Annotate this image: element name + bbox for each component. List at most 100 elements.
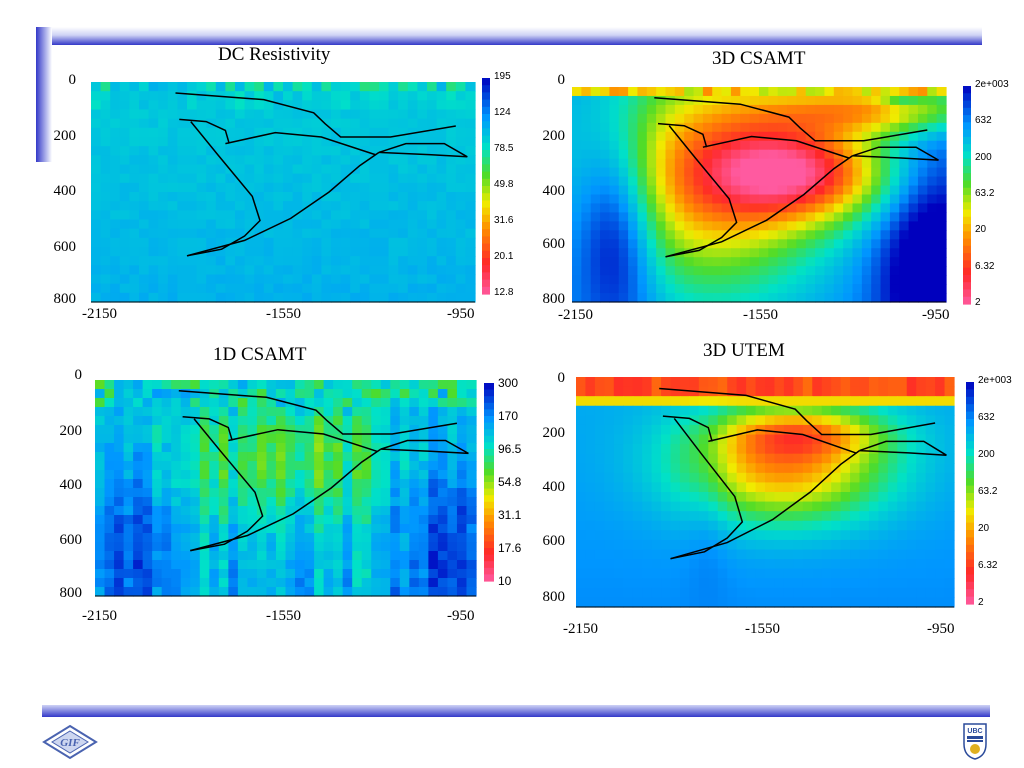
heatmap-cell (712, 140, 723, 151)
heatmap-cell (158, 237, 169, 248)
heatmap-cell (139, 173, 150, 184)
heatmap-cell (661, 472, 672, 484)
geology-boundary-line (708, 429, 856, 454)
heatmap-cell (840, 511, 851, 522)
heatmap-cell (927, 194, 938, 205)
heatmap-cell (878, 415, 889, 426)
heatmap-cell (796, 239, 807, 249)
heatmap-cell (427, 164, 438, 175)
heatmap-cell (418, 380, 429, 390)
heatmap-cell (746, 463, 757, 474)
heatmap-cell (861, 212, 872, 222)
heatmap-cell (679, 453, 690, 464)
heatmap-cell (702, 95, 713, 106)
heatmap-cell (428, 569, 439, 579)
heatmap-cell (840, 568, 851, 579)
heatmap-cell (759, 104, 769, 115)
heatmap-cell (285, 587, 296, 597)
heatmap-cell (927, 221, 938, 231)
heatmap-cell (455, 137, 466, 147)
heatmap-cell (843, 239, 854, 249)
heatmap-cell (110, 173, 121, 184)
heatmap-cell (651, 501, 662, 512)
heatmap-cell (600, 248, 610, 258)
heatmap-cell (244, 292, 255, 303)
heatmap-cell (292, 265, 303, 276)
heatmap-cell (95, 488, 106, 498)
heatmap-cell (139, 265, 150, 276)
heatmap-cell (908, 113, 919, 124)
heatmap-cell (311, 292, 322, 303)
heatmap-cell (390, 506, 401, 516)
heatmap-cell (774, 415, 785, 426)
colorbar-segment (484, 462, 494, 470)
colorbar-tick-label-1d-csamt: 170 (498, 409, 519, 423)
heatmap-cell (427, 237, 438, 248)
heatmap-cell (717, 405, 728, 416)
heatmap-cell (465, 146, 476, 156)
heatmap-cell (215, 219, 226, 230)
heatmap-cell (632, 386, 643, 397)
heatmap-cell (708, 444, 719, 455)
heatmap-cell (689, 424, 700, 436)
heatmap-cell (190, 470, 201, 480)
heatmap-cell (302, 201, 313, 211)
heatmap-cell (119, 201, 130, 211)
heatmap-cell (777, 221, 788, 231)
heatmap-cell (369, 247, 380, 257)
heatmap-cell (755, 501, 766, 512)
heatmap-cell (273, 210, 284, 221)
heatmap-cell (455, 182, 466, 193)
heatmap-cell (447, 461, 458, 471)
heatmap-cell (379, 201, 390, 211)
heatmap-cell (717, 472, 728, 484)
heatmap-cell (340, 274, 351, 285)
heatmap-cell (679, 578, 690, 589)
x-tick-label-3d-utem: -1550 (745, 621, 780, 637)
heatmap-cell (388, 265, 399, 276)
heatmap-cell (783, 472, 794, 484)
heatmap-cell (802, 520, 813, 531)
heatmap-cell (656, 149, 667, 160)
heatmap-cell (730, 266, 741, 276)
heatmap-cell (158, 201, 169, 211)
heatmap-cell (104, 488, 115, 498)
heatmap-cell (218, 515, 229, 525)
heatmap-cell (206, 292, 217, 303)
heatmap-cell (292, 155, 303, 166)
heatmap-cell (123, 425, 134, 435)
heatmap-cell (594, 520, 605, 531)
heatmap-cell (936, 194, 947, 205)
heatmap-cell (693, 131, 704, 142)
heatmap-cell (418, 416, 429, 426)
heatmap-cell (646, 275, 657, 285)
heatmap-cell (273, 292, 284, 303)
heatmap-cell (684, 140, 695, 151)
heatmap-cell (632, 415, 643, 426)
heatmap-cell (206, 219, 217, 230)
heatmap-cell (600, 104, 610, 115)
heatmap-cell (152, 425, 163, 435)
chart-title-3d-utem: 3D UTEM (703, 340, 785, 361)
heatmap-cell (740, 284, 751, 294)
heatmap-cell (618, 140, 629, 151)
heatmap-cell (247, 407, 258, 417)
heatmap-cell (283, 237, 294, 248)
heatmap-cell (796, 266, 807, 276)
heatmap-cell (342, 425, 353, 435)
heatmap-cell (331, 228, 342, 239)
heatmap-cell (409, 542, 420, 552)
heatmap-cell (833, 230, 844, 240)
heatmap-cell (292, 292, 303, 303)
heatmap-cell (114, 461, 125, 471)
heatmap-cell (623, 568, 634, 579)
heatmap-cell (409, 452, 420, 462)
heatmap-cell (235, 247, 246, 257)
heatmap-cell (679, 434, 690, 445)
heatmap-cell (684, 275, 695, 285)
heatmap-cell (352, 533, 363, 543)
heatmap-cell (906, 492, 917, 503)
colorbar-tick-label-3d-csamt: 20 (975, 224, 987, 236)
heatmap-cell (774, 568, 785, 579)
heatmap-cell (390, 425, 401, 435)
